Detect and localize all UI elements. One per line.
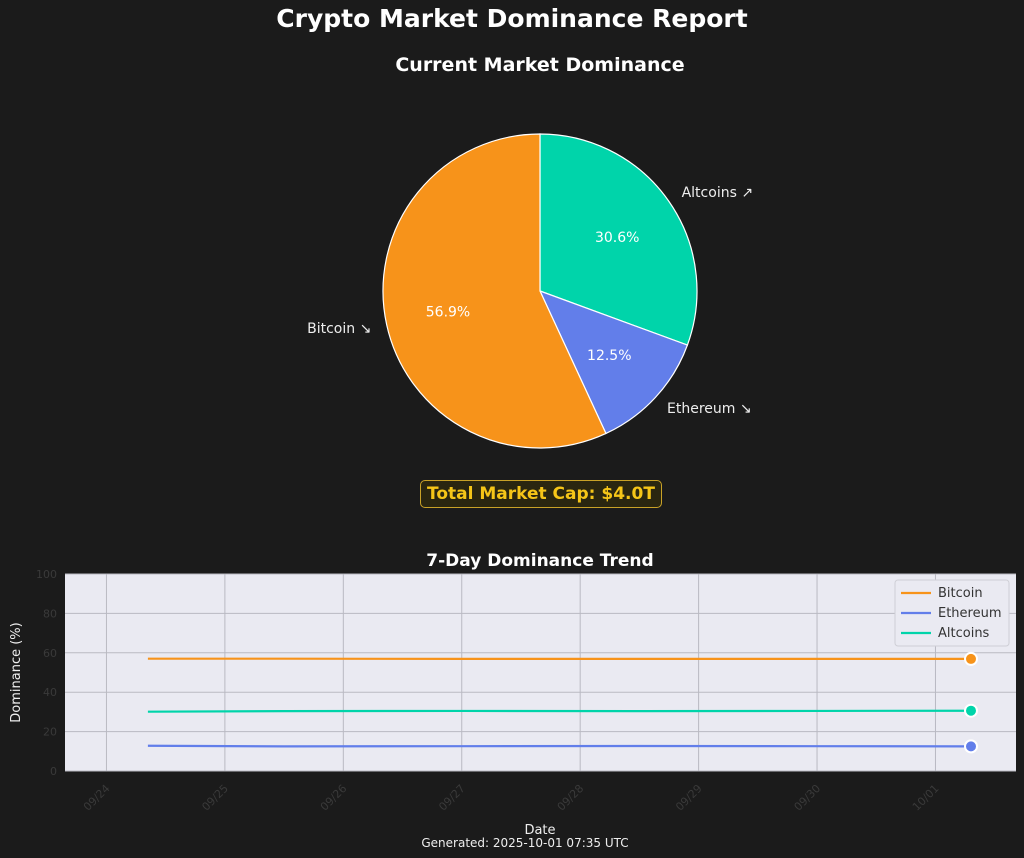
pie-chart: 30.6% Altcoins ↗ 12.5% Ethereum ↘ 56.9% Bitco… [307, 133, 753, 449]
legend-label-altcoins: Altcoins [938, 626, 990, 641]
pie-slice-bitcoin [382, 133, 607, 449]
generated-timestamp: Generated: 2025-10-01 07:35 UTC [421, 836, 629, 850]
pie-slice-altcoins [539, 133, 698, 346]
legend-label-ethereum: Ethereum [938, 606, 1002, 621]
pie-chart-title: Current Market Dominance [395, 54, 685, 76]
y-tick-label: 60 [43, 647, 57, 660]
total-market-cap-badge: Total Market Cap: $4.0T [420, 480, 662, 508]
x-tick-label: 09/26 [318, 782, 350, 814]
y-tick-label: 40 [43, 686, 57, 699]
series-line-altcoins [147, 709, 971, 713]
y-tick-label: 100 [36, 568, 57, 581]
pie-pct-label-bitcoin: 56.9% [426, 304, 470, 320]
y-tick-label: 0 [50, 765, 57, 778]
legend-label-bitcoin: Bitcoin [938, 586, 983, 601]
legend-box [894, 579, 1010, 647]
x-tick-label: 09/24 [81, 782, 113, 814]
y-tick-label: 80 [43, 607, 57, 620]
series-line-ethereum [147, 744, 971, 748]
y-axis-label: Dominance (%) [9, 622, 24, 722]
series-end-marker-altcoins [963, 703, 978, 718]
x-tick-label: 09/28 [555, 782, 587, 814]
x-tick-label: 09/30 [792, 782, 824, 814]
y-tick-label: 20 [43, 726, 57, 739]
x-tick-label: 09/27 [436, 782, 468, 814]
x-tick-label: 10/01 [910, 782, 942, 814]
x-tick-label: 09/29 [673, 782, 705, 814]
plot-area [65, 574, 1016, 771]
pie-label-bitcoin: Bitcoin ↘ [307, 321, 371, 337]
trend-line-chart: 0 20 40 60 80 100 09/24 09/25 09/26 09/27 09/28 09/… [9, 568, 1016, 838]
report-title: Crypto Market Dominance Report [276, 4, 748, 33]
pie-label-altcoins: Altcoins ↗ [682, 185, 753, 201]
x-axis-label: Date [524, 823, 555, 838]
pie-slice-ethereum [538, 289, 689, 435]
series-end-marker-bitcoin [963, 651, 978, 666]
pie-pct-label-ethereum: 12.5% [587, 348, 631, 364]
x-tick-label: 09/25 [199, 782, 231, 814]
trend-chart-title: 7-Day Dominance Trend [426, 551, 654, 571]
series-end-marker-ethereum [963, 739, 978, 754]
pie-pct-label-altcoins: 30.6% [595, 230, 639, 246]
pie-label-ethereum: Ethereum ↘ [667, 401, 752, 417]
